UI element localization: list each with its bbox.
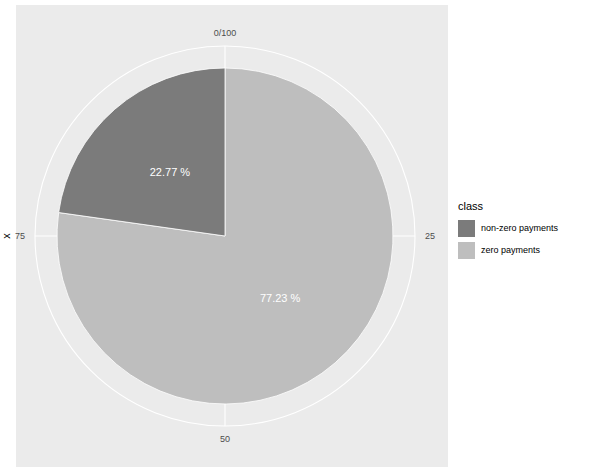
data-label: 22.77 % [150, 165, 191, 177]
tick-label: 50 [220, 434, 230, 444]
legend-label: non-zero payments [481, 223, 559, 233]
tick-label: 75 [15, 231, 25, 241]
tick-label: 0/100 [214, 28, 237, 38]
tick-label: 25 [425, 231, 435, 241]
legend-key [458, 242, 475, 259]
chart: 77.23 % 22.77 % 0/100 25 50 75x class non-zero … [0, 0, 591, 472]
plot: 77.23 % 22.77 % 0/100 25 50 75 [15, 28, 435, 444]
legend-item: non-zero payments [458, 220, 559, 237]
slice [57, 68, 393, 404]
panel-background [16, 5, 448, 467]
data-label: 77.23 % [260, 292, 301, 304]
axis-circle [35, 46, 415, 426]
slice [59, 68, 225, 236]
legend-item: zero payments [458, 242, 541, 259]
axis-title: x [0, 233, 12, 239]
legend-key [458, 220, 475, 237]
legend-label: zero payments [481, 245, 541, 255]
slices [57, 68, 393, 404]
legend-title: class [458, 200, 484, 212]
legend: class non-zero payments zero payments [458, 200, 559, 259]
